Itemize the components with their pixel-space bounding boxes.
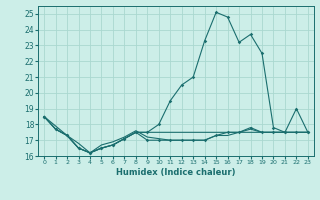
X-axis label: Humidex (Indice chaleur): Humidex (Indice chaleur) [116, 168, 236, 177]
